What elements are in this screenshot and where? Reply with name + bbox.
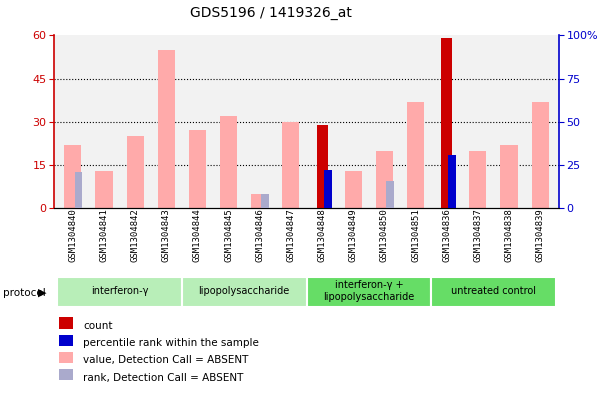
Text: GSM1304851: GSM1304851 — [411, 208, 420, 262]
Text: lipopolysaccharide: lipopolysaccharide — [198, 286, 290, 296]
Bar — [75, 172, 82, 208]
Text: GSM1304836: GSM1304836 — [442, 208, 451, 262]
Text: protocol: protocol — [3, 288, 46, 298]
Bar — [469, 151, 486, 208]
Bar — [532, 102, 549, 208]
Text: interferon-γ: interferon-γ — [91, 286, 148, 296]
Bar — [182, 277, 307, 307]
Text: ▶: ▶ — [38, 288, 46, 298]
Text: GSM1304849: GSM1304849 — [349, 208, 358, 262]
Text: count: count — [83, 321, 112, 331]
Text: GSM1304843: GSM1304843 — [162, 208, 171, 262]
Text: GDS5196 / 1419326_at: GDS5196 / 1419326_at — [189, 6, 352, 20]
Text: GSM1304839: GSM1304839 — [535, 208, 545, 262]
Text: GSM1304837: GSM1304837 — [474, 208, 483, 262]
Text: GSM1304844: GSM1304844 — [193, 208, 202, 262]
Bar — [59, 317, 73, 329]
Bar — [96, 171, 112, 208]
Bar — [441, 38, 452, 208]
Text: percentile rank within the sample: percentile rank within the sample — [83, 338, 259, 348]
Bar — [386, 181, 394, 208]
Text: GSM1304846: GSM1304846 — [255, 208, 264, 262]
Bar — [345, 171, 362, 208]
Bar — [251, 194, 268, 208]
Bar — [220, 116, 237, 208]
Bar — [307, 277, 431, 307]
Bar — [448, 155, 456, 208]
Bar — [501, 145, 517, 208]
Bar — [282, 122, 299, 208]
Bar — [57, 277, 182, 307]
Text: untreated control: untreated control — [451, 286, 536, 296]
Text: GSM1304841: GSM1304841 — [99, 208, 108, 262]
Text: GSM1304850: GSM1304850 — [380, 208, 389, 262]
Bar — [189, 130, 206, 208]
Text: GSM1304845: GSM1304845 — [224, 208, 233, 262]
Bar — [431, 277, 556, 307]
Text: interferon-γ +
lipopolysaccharide: interferon-γ + lipopolysaccharide — [323, 280, 415, 302]
Bar — [407, 102, 424, 208]
Bar — [59, 352, 73, 363]
Bar — [64, 145, 81, 208]
Text: GSM1304838: GSM1304838 — [505, 208, 514, 262]
Bar — [261, 195, 269, 208]
Text: value, Detection Call = ABSENT: value, Detection Call = ABSENT — [83, 355, 249, 365]
Bar — [59, 369, 73, 380]
Text: rank, Detection Call = ABSENT: rank, Detection Call = ABSENT — [83, 373, 243, 382]
Bar — [127, 136, 144, 208]
Bar — [324, 170, 332, 208]
Text: GSM1304840: GSM1304840 — [69, 208, 78, 262]
Text: GSM1304842: GSM1304842 — [130, 208, 139, 262]
Bar — [376, 151, 393, 208]
Bar — [59, 334, 73, 346]
Bar — [157, 50, 175, 208]
Text: GSM1304848: GSM1304848 — [317, 208, 326, 262]
Bar — [317, 125, 328, 208]
Text: GSM1304847: GSM1304847 — [287, 208, 296, 262]
